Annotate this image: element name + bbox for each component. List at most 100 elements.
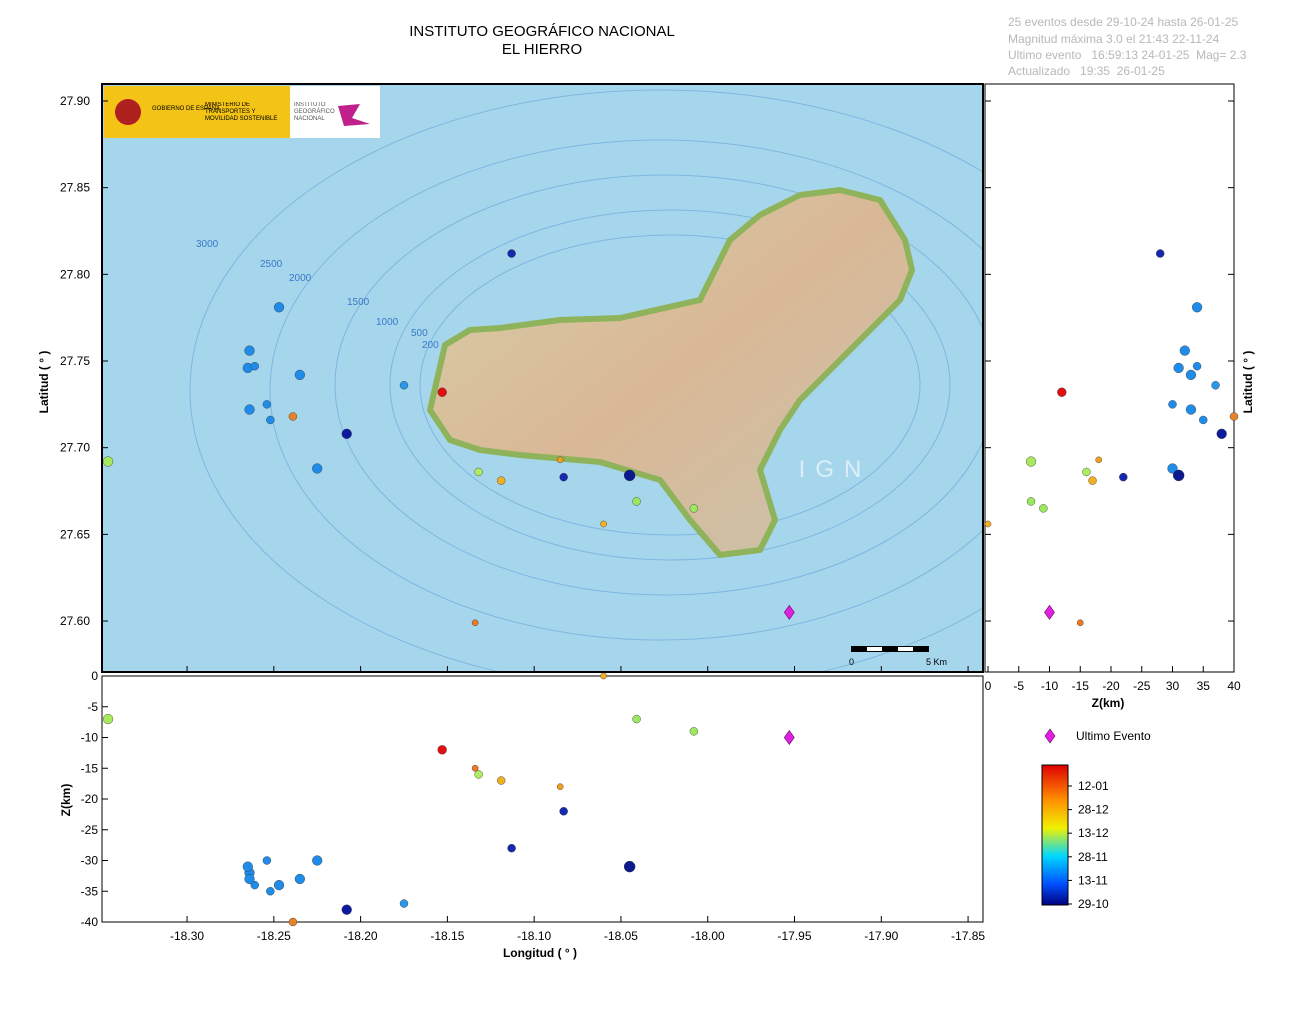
logo-text-box: INSTITUTO GEOGRÁFICO NACIONAL — [294, 102, 335, 122]
event — [984, 520, 992, 528]
y-tick-label: 27.60 — [60, 614, 90, 628]
event — [1179, 345, 1190, 356]
x-tick-label: 30 — [1166, 679, 1180, 693]
x-tick-label: -25 — [1133, 679, 1151, 693]
event — [341, 428, 352, 439]
event — [288, 917, 298, 927]
event — [1185, 404, 1197, 415]
event — [1211, 381, 1220, 390]
event — [399, 899, 409, 908]
event — [294, 369, 305, 380]
x-tick-label: -18.00 — [691, 929, 725, 943]
event — [474, 770, 483, 779]
colorbar-label: 29-10 — [1078, 897, 1109, 911]
event — [556, 783, 564, 791]
logo-text: MINISTERIO DE TRANSPORTES Y MOVILIDAD SO… — [205, 102, 278, 122]
event — [556, 456, 564, 464]
colorbar-label: 13-11 — [1078, 873, 1108, 887]
event — [1088, 476, 1097, 485]
event — [273, 879, 285, 891]
x-tick-label: 0 — [985, 679, 992, 693]
event — [266, 415, 275, 425]
y-tick-label: 27.85 — [60, 181, 90, 195]
scale-label: 0 — [849, 657, 854, 667]
y-tick-label: -40 — [81, 915, 99, 929]
y-axis-label: Latitud ( ° ) — [1241, 351, 1255, 414]
logo-shield — [115, 99, 141, 125]
event — [559, 807, 568, 816]
event — [273, 302, 285, 313]
event — [1216, 428, 1227, 439]
contour-label: 500 — [411, 328, 428, 339]
contour-label: 2500 — [260, 259, 283, 270]
event — [102, 713, 114, 725]
last-event — [783, 729, 795, 746]
y-tick-label: 27.65 — [60, 527, 90, 541]
legend-symbol — [1044, 728, 1056, 744]
contour-labels: 3000 2500 2000 1500 1000 500 200 — [196, 239, 439, 351]
y-tick-label: 0 — [91, 669, 98, 683]
event — [399, 381, 409, 390]
event — [288, 412, 298, 421]
y-tick-label: 27.90 — [60, 94, 90, 108]
event — [1025, 456, 1037, 467]
logo-text: INSTITUTO GEOGRÁFICO NACIONAL — [294, 102, 335, 122]
event — [1172, 469, 1185, 482]
event — [600, 520, 607, 528]
event — [474, 467, 483, 477]
scale-bar: 0 5 Km — [849, 646, 947, 667]
colorbar-label: 28-11 — [1078, 850, 1108, 864]
y-axis-label: Latitud ( ° ) — [37, 351, 51, 414]
event — [294, 873, 305, 885]
event — [600, 672, 607, 680]
colorbar — [1041, 764, 1069, 906]
y-tick-label: 27.75 — [60, 354, 90, 368]
x-tick-label: -15 — [1072, 679, 1090, 693]
lat-frame — [984, 83, 1235, 673]
map-base: GOBIERNO DE ESPAÑA MINISTERIO DE TRANSPO… — [102, 84, 983, 672]
colorbar-label: 13-12 — [1078, 826, 1109, 840]
event — [471, 619, 479, 627]
y-tick-label: -25 — [81, 823, 99, 837]
contour-label: 1000 — [376, 317, 399, 328]
event — [1191, 302, 1203, 313]
y-tick-label: -10 — [81, 731, 99, 745]
x-tick-label: 40 — [1227, 679, 1241, 693]
y-tick-label: -35 — [81, 884, 99, 898]
event — [242, 861, 253, 872]
logo-text: GOBIERNO DE ESPAÑA — [152, 105, 220, 112]
event — [244, 404, 255, 415]
event — [1082, 467, 1091, 477]
info-line: Ultimo evento 16:59:13 24-01-25 Mag= 2.3 — [1008, 48, 1247, 62]
event — [1229, 412, 1239, 421]
event — [312, 855, 323, 866]
info-line: 25 eventos desde 29-10-24 hasta 26-01-25 — [1008, 15, 1238, 29]
y-axis-label: Z(km) — [59, 784, 73, 817]
contour-label: 3000 — [196, 239, 219, 250]
title: INSTITUTO GEOGRÁFICO NACIONAL — [409, 23, 675, 40]
contour-label: 1500 — [347, 297, 370, 308]
scale-label: 5 Km — [926, 657, 947, 667]
event — [1185, 369, 1197, 380]
x-tick-label: -18.30 — [170, 929, 204, 943]
x-tick-label: -20 — [1102, 679, 1120, 693]
event — [623, 860, 636, 873]
last-event — [783, 604, 795, 620]
x-tick-label: -18.15 — [430, 929, 464, 943]
event — [496, 776, 506, 785]
legend-label: Ultimo Evento — [1076, 729, 1151, 743]
event — [1192, 362, 1202, 371]
x-tick-label: -18.25 — [257, 929, 291, 943]
event — [1039, 504, 1048, 513]
event — [689, 504, 699, 513]
logo-text-box: MINISTERIO DE TRANSPORTES Y MOVILIDAD SO… — [205, 102, 278, 122]
colorbar-label: 12-01 — [1078, 779, 1109, 793]
island — [427, 187, 915, 558]
event — [632, 714, 641, 724]
event — [266, 887, 275, 896]
event — [250, 362, 259, 371]
event — [507, 249, 516, 258]
x-tick-label: -5 — [1013, 679, 1024, 693]
x-tick-label: -18.10 — [517, 929, 551, 943]
event — [437, 745, 447, 755]
